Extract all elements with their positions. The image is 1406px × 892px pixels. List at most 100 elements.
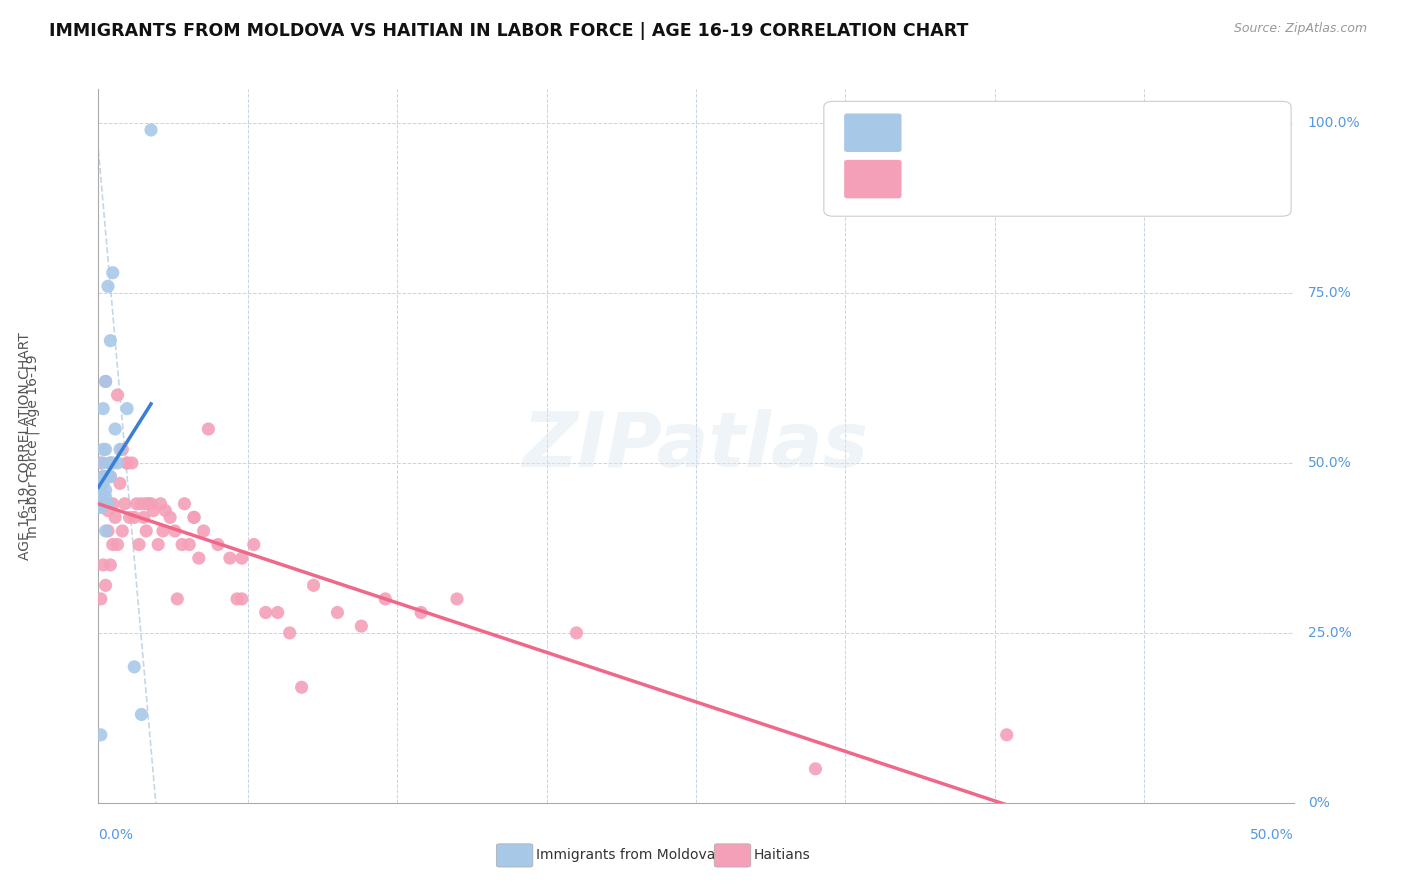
Point (97, 469, 120, 483)
Point (94, 497, 117, 511)
Point (152, 524, 174, 538)
Text: Haitians: Haitians (754, 848, 810, 863)
Point (121, 456, 143, 470)
Point (350, 619, 373, 633)
Point (94, 375, 117, 389)
Point (108, 442, 131, 457)
Point (101, 497, 124, 511)
Point (179, 537, 201, 551)
FancyBboxPatch shape (844, 160, 901, 198)
Point (101, 266, 124, 280)
Point (173, 497, 195, 511)
Point (226, 591, 249, 606)
Point (132, 510, 155, 524)
Point (149, 497, 172, 511)
Point (90, 500, 112, 515)
Text: 0.0%: 0.0% (98, 828, 134, 842)
Text: 75.0%: 75.0% (1308, 286, 1351, 300)
Point (267, 606, 290, 620)
Point (139, 123, 162, 137)
Point (108, 476, 131, 491)
Text: 100.0%: 100.0% (1308, 116, 1361, 130)
Point (91, 497, 114, 511)
Point (159, 510, 181, 524)
Text: R = -0.395   N = 70: R = -0.395 N = 70 (915, 171, 1098, 186)
FancyBboxPatch shape (844, 113, 901, 152)
Point (90, 493, 112, 508)
Point (91, 469, 114, 483)
Point (111, 524, 134, 538)
Point (90, 591, 112, 606)
Point (124, 510, 146, 524)
Point (207, 537, 229, 551)
Point (290, 680, 312, 694)
Point (135, 497, 157, 511)
Point (254, 606, 277, 620)
Point (125, 497, 148, 511)
Point (94, 578, 117, 592)
Point (107, 388, 129, 402)
Point (302, 578, 325, 592)
Point (90, 500, 112, 515)
Point (278, 626, 301, 640)
Point (131, 707, 153, 722)
Point (131, 497, 153, 511)
Point (243, 537, 266, 551)
Text: IMMIGRANTS FROM MOLDOVA VS HAITIAN IN LABOR FORCE | AGE 16-19 CORRELATION CHART: IMMIGRANTS FROM MOLDOVA VS HAITIAN IN LA… (49, 22, 969, 40)
Point (97, 503, 120, 517)
Point (115, 456, 138, 470)
Point (94, 490, 117, 504)
Point (94, 375, 117, 389)
Text: 50.0%: 50.0% (1250, 828, 1294, 842)
Text: R =  0.403   N = 36: R = 0.403 N = 36 (915, 125, 1098, 139)
Point (94, 469, 117, 483)
Point (97, 279, 120, 293)
Point (97, 497, 120, 511)
Point (374, 591, 396, 606)
Text: Source: ZipAtlas.com: Source: ZipAtlas.com (1233, 22, 1367, 36)
Point (231, 551, 253, 566)
Point (90, 728, 112, 742)
Point (118, 510, 141, 524)
Point (138, 497, 160, 511)
Point (97, 524, 120, 538)
Point (326, 606, 349, 620)
Point (98, 469, 122, 483)
Point (163, 524, 186, 538)
Point (107, 456, 129, 470)
Point (98, 558, 122, 572)
Point (411, 606, 433, 620)
Point (91, 558, 114, 572)
Point (183, 510, 205, 524)
Point (172, 537, 194, 551)
Point (107, 537, 129, 551)
Point (90, 456, 112, 470)
Point (231, 591, 253, 606)
Text: AGE 16-19 CORRELATION CHART: AGE 16-19 CORRELATION CHART (18, 332, 32, 560)
Point (91, 442, 114, 457)
Point (446, 591, 468, 606)
Point (97, 497, 120, 511)
Point (104, 510, 127, 524)
Point (804, 762, 827, 776)
Text: ZIPatlas: ZIPatlas (523, 409, 869, 483)
Text: 25.0%: 25.0% (1308, 626, 1351, 640)
Point (219, 551, 242, 566)
Point (128, 537, 150, 551)
Point (90, 493, 112, 508)
Point (101, 456, 124, 470)
Point (139, 497, 162, 511)
Point (101, 537, 124, 551)
Text: 50.0%: 50.0% (1308, 456, 1351, 470)
Point (94, 442, 117, 457)
Point (565, 626, 588, 640)
Point (91, 493, 114, 508)
Point (148, 537, 170, 551)
Point (98, 456, 122, 470)
Point (91, 476, 114, 491)
Point (166, 591, 188, 606)
Point (115, 456, 138, 470)
Point (995, 728, 1018, 742)
Text: Immigrants from Moldova: Immigrants from Moldova (536, 848, 716, 863)
Point (183, 510, 205, 524)
